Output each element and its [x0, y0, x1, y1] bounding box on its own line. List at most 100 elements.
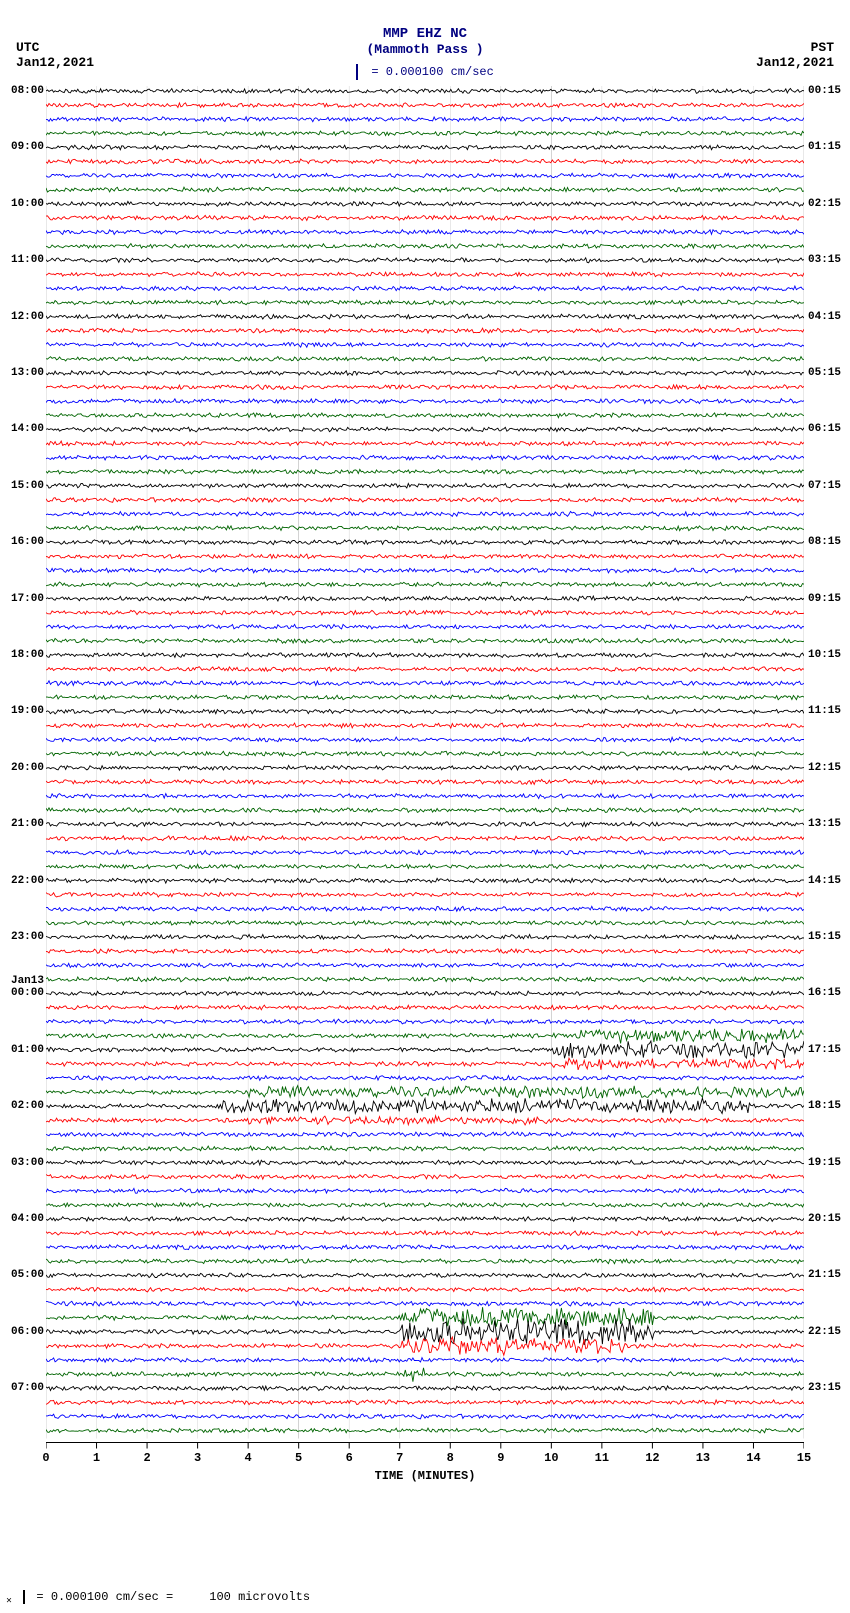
utc-time-label: 22:00 — [11, 875, 44, 887]
trace-row — [46, 906, 804, 911]
trace-row — [46, 949, 804, 954]
scale-bar-icon — [356, 64, 358, 80]
trace-row — [46, 624, 804, 629]
trace-row — [46, 117, 804, 122]
trace-row — [46, 610, 804, 615]
trace-row — [46, 1029, 804, 1044]
utc-time-label: 20:00 — [11, 762, 44, 774]
tz-left-date: Jan12,2021 — [16, 55, 94, 70]
pst-time-label: 19:15 — [808, 1157, 841, 1169]
x-tick-label: 13 — [696, 1451, 710, 1465]
x-tick-label: 3 — [194, 1451, 201, 1465]
pst-time-label: 03:15 — [808, 254, 841, 266]
x-tick-label: 0 — [42, 1451, 49, 1465]
utc-time-label: 06:00 — [11, 1326, 44, 1338]
trace-row — [46, 1231, 804, 1236]
trace-row — [46, 159, 804, 164]
trace-row — [46, 1273, 804, 1278]
pst-time-label: 18:15 — [808, 1100, 841, 1112]
utc-time-label: 05:00 — [11, 1269, 44, 1281]
trace-row — [46, 173, 804, 178]
pst-time-label: 01:15 — [808, 141, 841, 153]
utc-time-label: 09:00 — [11, 141, 44, 153]
trace-row — [46, 371, 804, 376]
utc-time-label: 13:00 — [11, 367, 44, 379]
tz-right: PST Jan12,2021 — [756, 40, 834, 70]
pst-time-label: 10:15 — [808, 649, 841, 661]
x-tick-label: 5 — [295, 1451, 302, 1465]
utc-time-label: 00:00 — [11, 987, 44, 999]
seismogram-svg — [46, 86, 804, 1556]
trace-row — [46, 427, 804, 432]
tz-left: UTC Jan12,2021 — [16, 40, 94, 70]
trace-row — [46, 483, 804, 488]
pst-time-label: 06:15 — [808, 423, 841, 435]
pst-time-label: 09:15 — [808, 593, 841, 605]
trace-row — [46, 1414, 804, 1419]
utc-time-label: 10:00 — [11, 198, 44, 210]
trace-row — [46, 935, 804, 940]
header: MMP EHZ NC (Mammoth Pass ) — [0, 26, 850, 58]
trace-row — [46, 794, 804, 799]
pst-time-label: 13:15 — [808, 818, 841, 830]
pst-time-label: 20:15 — [808, 1213, 841, 1225]
trace-row — [46, 455, 804, 460]
trace-row — [46, 921, 804, 926]
trace-row — [46, 215, 804, 220]
x-tick-label: 6 — [346, 1451, 353, 1465]
pst-time-label: 00:15 — [808, 85, 841, 97]
pst-time-label: 12:15 — [808, 762, 841, 774]
utc-time-label: 14:00 — [11, 423, 44, 435]
pst-time-label: 04:15 — [808, 311, 841, 323]
trace-row — [46, 540, 804, 545]
trace-row — [46, 638, 804, 643]
trace-row — [46, 582, 804, 587]
trace-row — [46, 498, 804, 503]
utc-time-label: 16:00 — [11, 536, 44, 548]
pst-time-label: 21:15 — [808, 1269, 841, 1281]
x-tick-label: 15 — [797, 1451, 811, 1465]
trace-row — [46, 822, 804, 827]
trace-row — [46, 1217, 804, 1222]
scale-text: = 0.000100 cm/sec — [371, 65, 493, 79]
trace-row — [46, 385, 804, 390]
footer-prefix: = 0.000100 cm/sec = — [36, 1590, 173, 1604]
trace-row — [46, 1132, 804, 1137]
seismogram-page: MMP EHZ NC (Mammoth Pass ) = 0.000100 cm… — [0, 0, 850, 1613]
trace-row — [46, 1358, 804, 1363]
trace-row — [46, 977, 804, 982]
footer-scale-note: × = 0.000100 cm/sec = 100 microvolts — [6, 1590, 310, 1608]
pst-time-label: 17:15 — [808, 1044, 841, 1056]
trace-row — [46, 737, 804, 742]
trace-row — [46, 836, 804, 841]
trace-row — [46, 328, 804, 333]
trace-row — [46, 357, 804, 362]
tz-right-label: PST — [756, 40, 834, 55]
station-name: (Mammoth Pass ) — [0, 42, 850, 58]
station-code: MMP EHZ NC — [0, 26, 850, 42]
pst-time-label: 22:15 — [808, 1326, 841, 1338]
utc-date-break: Jan13 — [11, 975, 44, 987]
footer-scale-bar-icon — [23, 1590, 25, 1604]
trace-row — [46, 1116, 804, 1125]
trace-row — [46, 1368, 804, 1382]
utc-time-label: 01:00 — [11, 1044, 44, 1056]
utc-time-label: 21:00 — [11, 818, 44, 830]
trace-row — [46, 681, 804, 686]
trace-row — [46, 103, 804, 108]
pst-time-label: 15:15 — [808, 931, 841, 943]
trace-row — [46, 751, 804, 756]
trace-row — [46, 1041, 804, 1058]
trace-row — [46, 201, 804, 206]
x-tick-label: 8 — [447, 1451, 454, 1465]
utc-time-label: 17:00 — [11, 593, 44, 605]
trace-row — [46, 765, 804, 770]
trace-row — [46, 1386, 804, 1391]
pst-time-label: 11:15 — [808, 705, 841, 717]
pst-time-label: 16:15 — [808, 987, 841, 999]
trace-row — [46, 667, 804, 672]
utc-time-label: 03:00 — [11, 1157, 44, 1169]
pst-time-label: 23:15 — [808, 1382, 841, 1394]
trace-row — [46, 1146, 804, 1151]
x-tick-label: 12 — [645, 1451, 659, 1465]
